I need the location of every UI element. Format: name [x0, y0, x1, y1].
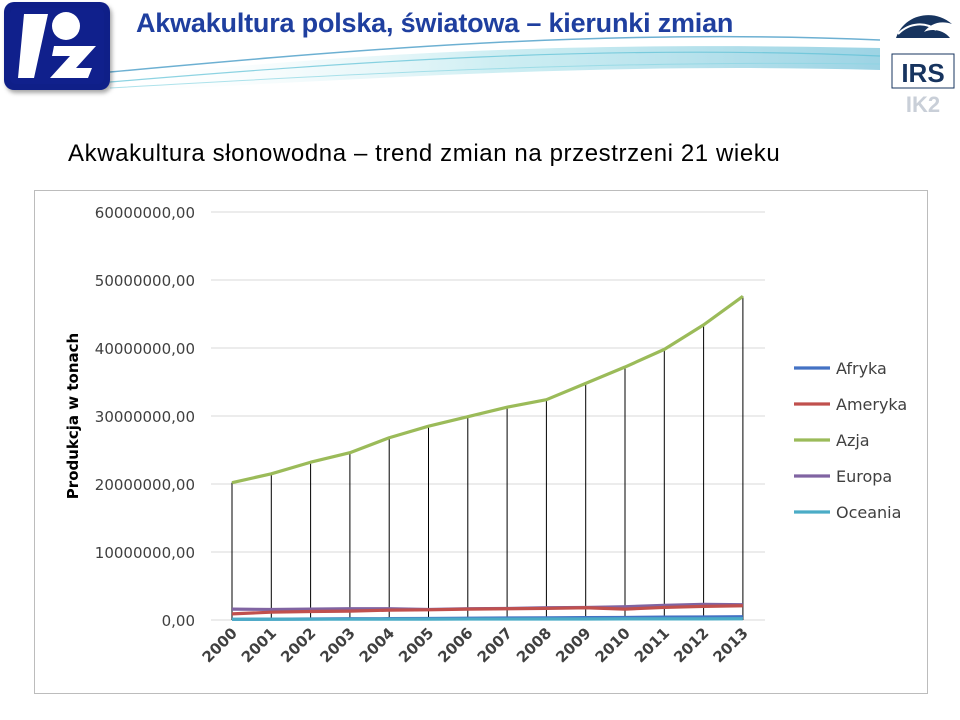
legend-label: Afryka [836, 359, 887, 378]
svg-text:IK2: IK2 [906, 92, 940, 116]
x-tick-label: 2008 [513, 624, 555, 666]
y-tick-label: 60000000,00 [95, 204, 195, 222]
legend-label: Azja [836, 431, 870, 450]
x-tick-label: 2012 [670, 624, 712, 666]
header-wave-decoration [109, 35, 881, 92]
x-tick-label: 2001 [238, 624, 280, 666]
series-line-oceania [231, 617, 743, 621]
y-tick-label: 10000000,00 [95, 544, 195, 562]
y-tick-label: 0,00 [162, 612, 195, 630]
x-tick-label: 2007 [474, 624, 516, 666]
y-axis-title: Produkcja w tonach [64, 333, 82, 499]
y-tick-label: 40000000,00 [95, 340, 195, 358]
x-tick-label: 2004 [356, 624, 398, 666]
series-line-ameryka [231, 604, 743, 616]
x-tick-label: 2006 [434, 624, 476, 666]
header: Akwakultura polska, światowa – kierunki … [0, 0, 960, 117]
y-tick-label: 50000000,00 [95, 272, 195, 290]
institute-logo [4, 2, 110, 90]
y-tick-label: 30000000,00 [95, 408, 195, 426]
x-tick-label: 2011 [631, 624, 673, 666]
x-tick-label: 2009 [552, 624, 594, 666]
x-tick-label: 2010 [592, 624, 634, 666]
series-line-azja [231, 295, 744, 485]
irs-logo: IRS IK2 [890, 4, 956, 117]
x-tick-label: 2002 [277, 624, 319, 666]
legend-label: Oceania [836, 503, 901, 522]
x-tick-label: 2003 [316, 624, 358, 666]
y-tick-label: 20000000,00 [95, 476, 195, 494]
x-tick-label: 2000 [199, 624, 241, 666]
svg-text:IRS: IRS [901, 58, 944, 88]
x-tick-label: 2013 [709, 624, 751, 666]
main-title: Akwakultura polska, światowa – kierunki … [136, 8, 734, 38]
slide-subtitle: Akwakultura słonowodna – trend zmian na … [68, 140, 781, 167]
legend-label: Ameryka [836, 395, 907, 414]
x-tick-label: 2005 [395, 624, 437, 666]
production-line-chart: 0,00 10000000,00 20000000,00 30000000,00 400… [64, 204, 907, 666]
legend-label: Europa [836, 467, 892, 486]
